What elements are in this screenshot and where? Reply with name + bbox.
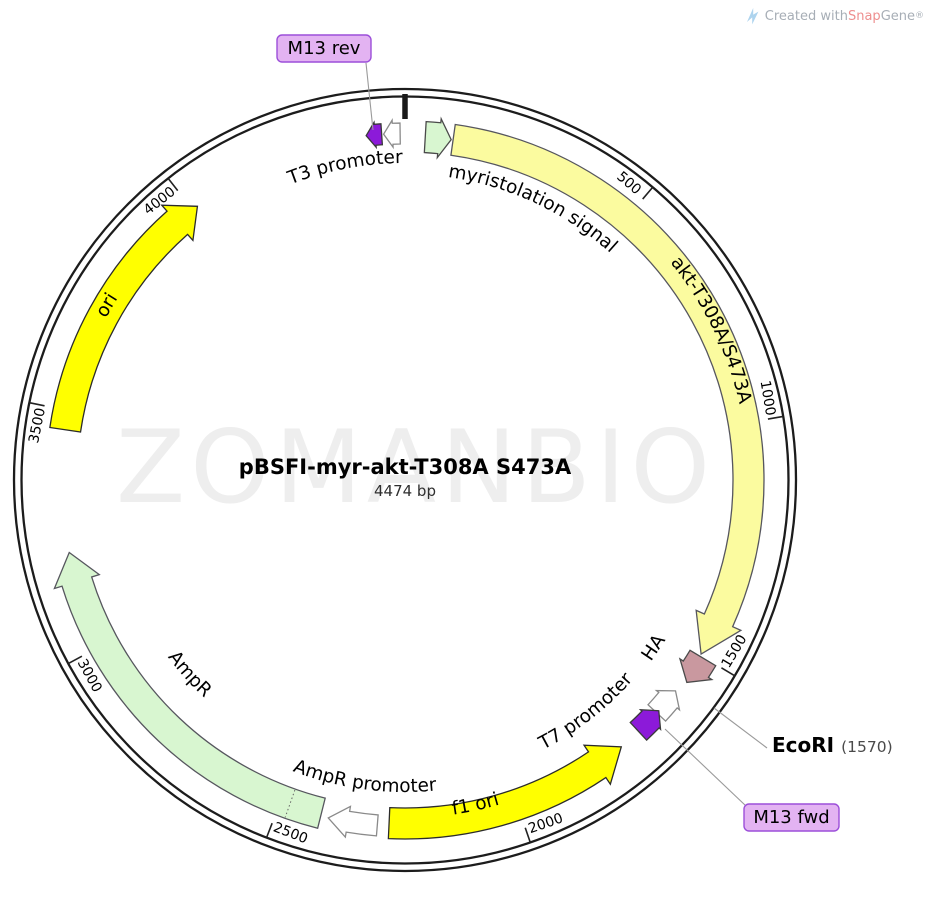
scale-tick bbox=[29, 401, 45, 407]
scale-tick bbox=[167, 177, 179, 192]
feature-arc-t3-promoter[interactable] bbox=[382, 118, 401, 150]
scale-tick bbox=[67, 655, 83, 665]
feature-label-t7-promoter: T7 promoter bbox=[535, 668, 637, 754]
feature-label-t3-promoter: T3 promoter bbox=[284, 147, 403, 189]
watermark: ZOMANBIO bbox=[116, 408, 716, 526]
feature-arc-ampr-promoter[interactable] bbox=[327, 805, 379, 839]
callout-label-m13-rev: M13 rev bbox=[288, 38, 361, 59]
feature-divider-ampr bbox=[284, 789, 296, 818]
callout-leader-m13-rev bbox=[365, 62, 374, 131]
scale-tick bbox=[642, 186, 654, 200]
scale-tick bbox=[524, 827, 532, 843]
enzyme-name: EcoRI bbox=[772, 733, 835, 757]
feature-label-ha: HA bbox=[638, 631, 670, 665]
feature-arc-ha[interactable] bbox=[678, 649, 717, 684]
attribution-brand-gene: Gene bbox=[880, 8, 915, 24]
scale-tick-label: 3500 bbox=[26, 406, 49, 444]
snapgene-logo-icon bbox=[746, 8, 759, 25]
snapgene-attribution: Created with Snap Gene ® bbox=[745, 7, 924, 25]
feature-arc-t7-promoter[interactable] bbox=[647, 689, 681, 722]
feature-arc-m13-rev[interactable] bbox=[365, 120, 384, 150]
feature-arc-m13-fwd[interactable] bbox=[629, 708, 662, 742]
attribution-registered: ® bbox=[915, 11, 924, 21]
attribution-brand-snap: Snap bbox=[847, 8, 881, 24]
enzyme-leader-line bbox=[713, 707, 768, 749]
attribution-prefix: Created with bbox=[764, 8, 848, 24]
enzyme-label-ecori[interactable]: EcoRI (1570) bbox=[772, 733, 893, 757]
feature-label-ampr-promoter: AmpR promoter bbox=[291, 756, 438, 797]
scale-tick bbox=[721, 667, 736, 677]
callout-label-m13-fwd: M13 fwd bbox=[753, 807, 829, 828]
feature-arc-ampr[interactable] bbox=[53, 551, 326, 829]
callout-box-m13-fwd[interactable] bbox=[743, 803, 840, 832]
plasmid-size: 4474 bp bbox=[373, 482, 436, 500]
feature-arc-myristolation-signal[interactable] bbox=[423, 116, 452, 160]
scale-tick bbox=[265, 822, 273, 838]
feature-label-ampr: AmpR bbox=[164, 647, 216, 702]
plasmid-name: pBSFI-myr-akt-T308A S473A bbox=[238, 455, 572, 479]
backbone-ring-outer bbox=[12, 87, 798, 873]
enzyme-position: (1570) bbox=[841, 738, 893, 756]
callout-box-m13-rev[interactable] bbox=[276, 34, 372, 63]
callout-leader-m13-fwd bbox=[664, 728, 747, 807]
feature-arc-akt-t308a-s473a[interactable] bbox=[450, 123, 765, 656]
scale-tick-label: 1000 bbox=[757, 379, 779, 417]
plasmid-title-block: pBSFI-myr-akt-T308A S473A 4474 bp bbox=[239, 455, 571, 500]
scale-tick bbox=[767, 415, 784, 420]
feature-label-akt-t308a-s473a: akt-T308A/S473A bbox=[666, 252, 755, 406]
feature-arc-ori[interactable] bbox=[49, 204, 199, 433]
feature-arc-f1-ori[interactable] bbox=[387, 744, 623, 840]
feature-label-path-ori bbox=[65, 140, 466, 697]
